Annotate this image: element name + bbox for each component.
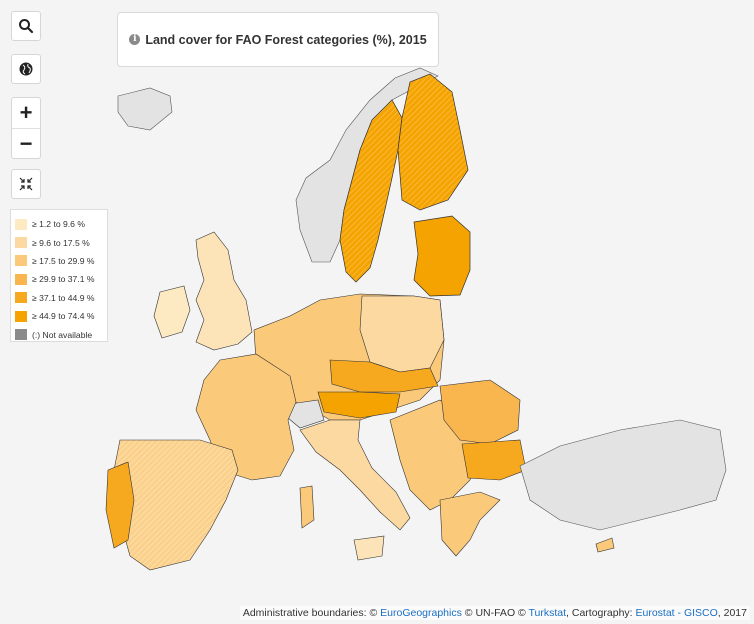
region-cyprus — [595, 537, 615, 553]
legend-item[interactable]: ≥ 37.1 to 44.9 % — [15, 289, 103, 307]
legend-label: (:) Not available — [32, 329, 93, 340]
cartography-label: , Cartography: — [566, 607, 636, 619]
region-turkey — [519, 419, 727, 531]
legend-item[interactable]: ≥ 17.5 to 29.9 % — [15, 252, 103, 270]
legend-item[interactable]: ≥ 9.6 to 17.5 % — [15, 233, 103, 251]
legend-swatch — [15, 310, 27, 322]
zoom-out-button[interactable]: − — [12, 128, 40, 159]
eurogeographics-link[interactable]: EuroGeographics — [380, 607, 462, 619]
legend-item[interactable]: ≥ 29.9 to 37.1 % — [15, 270, 103, 288]
collapse-arrows-icon — [19, 177, 33, 191]
zoom-control: + − — [11, 97, 41, 159]
gisco-link[interactable]: GISCO — [683, 607, 718, 619]
map-title-box: i Land cover for FAO Forest categories (… — [117, 12, 439, 67]
search-icon — [19, 19, 34, 34]
search-button[interactable] — [11, 11, 41, 41]
region-iceland — [117, 87, 173, 131]
legend-label: ≥ 17.5 to 29.9 % — [32, 255, 95, 266]
region-poland — [359, 295, 445, 373]
legend-swatch — [15, 237, 27, 249]
attribution-sep: © — [461, 607, 476, 619]
region-ireland — [153, 285, 191, 339]
legend-swatch — [15, 218, 27, 230]
globe-icon — [19, 62, 33, 76]
legend-label: ≥ 29.9 to 37.1 % — [32, 274, 95, 285]
legend: ≥ 1.2 to 9.6 % ≥ 9.6 to 17.5 % ≥ 17.5 to 2… — [10, 209, 108, 342]
legend-item[interactable]: ≥ 1.2 to 9.6 % — [15, 215, 103, 233]
unfao-text: UN-FAO — [475, 607, 516, 619]
zoom-in-button[interactable]: + — [19, 100, 33, 125]
attribution: Administrative boundaries: © EuroGeograp… — [239, 606, 750, 620]
info-icon[interactable]: i — [129, 34, 141, 45]
legend-item[interactable]: ≥ 44.9 to 74.4 % — [15, 307, 103, 325]
eurostat-link[interactable]: Eurostat — [635, 607, 675, 619]
region-romania — [439, 379, 521, 445]
attribution-year: , 2017 — [717, 607, 747, 619]
gisco-dash: - — [674, 607, 684, 619]
globe-button[interactable] — [11, 54, 41, 84]
legend-label: ≥ 44.9 to 74.4 % — [32, 311, 95, 322]
region-sweden — [339, 99, 403, 283]
attribution-prefix: Administrative boundaries: © — [242, 607, 381, 619]
legend-label: ≥ 37.1 to 44.9 % — [32, 292, 95, 303]
legend-label: ≥ 9.6 to 17.5 % — [32, 237, 90, 248]
region-portugal — [105, 461, 135, 549]
region-uk — [195, 231, 253, 351]
legend-swatch — [15, 329, 27, 341]
legend-label: ≥ 1.2 to 9.6 % — [32, 219, 85, 230]
region-baltics — [413, 215, 471, 297]
region-italy — [299, 419, 411, 531]
region-bulgaria — [461, 439, 527, 481]
region-czech-slovakia — [329, 359, 439, 393]
legend-item[interactable]: (:) Not available — [15, 325, 103, 343]
region-austria — [317, 391, 401, 419]
legend-swatch — [15, 273, 27, 285]
region-finland — [397, 73, 469, 211]
region-sardinia — [299, 485, 315, 529]
region-sicily — [353, 535, 385, 561]
region-greece — [439, 491, 501, 557]
map-title: Land cover for FAO Forest categories (%)… — [145, 32, 427, 47]
collapse-button[interactable] — [11, 169, 41, 199]
legend-swatch — [15, 292, 27, 304]
attribution-sep: © — [515, 607, 529, 619]
legend-swatch — [15, 255, 27, 267]
turkstat-link[interactable]: Turkstat — [528, 607, 567, 619]
